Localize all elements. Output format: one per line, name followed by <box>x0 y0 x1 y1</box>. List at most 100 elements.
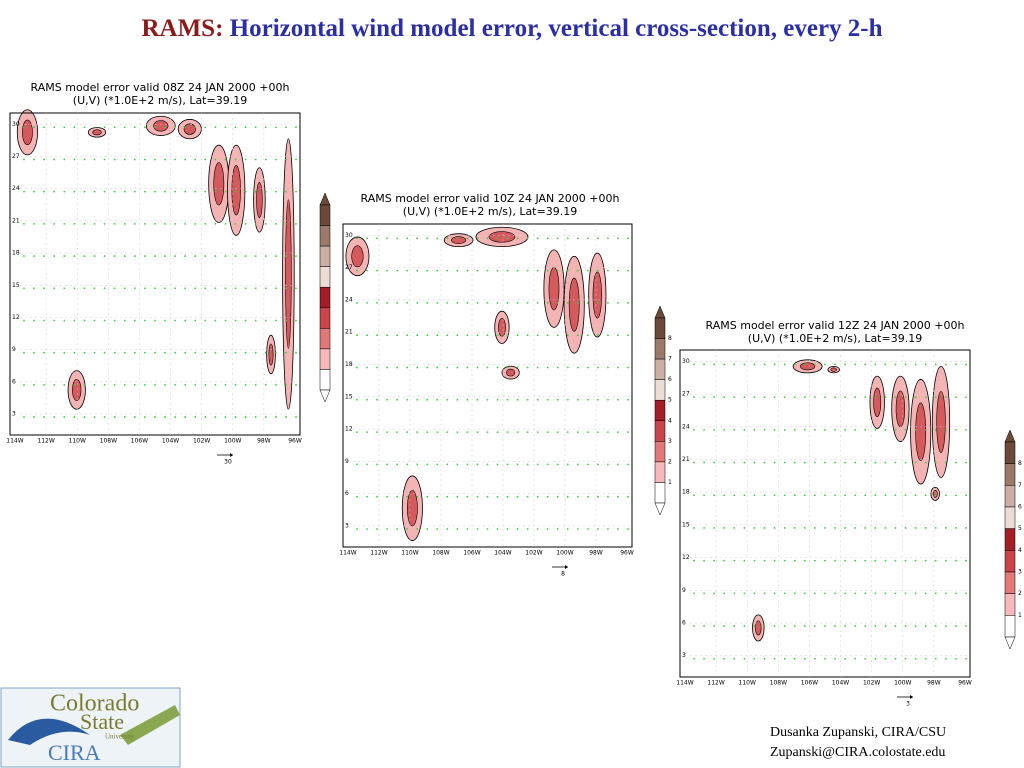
wind-vector <box>496 495 499 498</box>
wind-vector <box>53 158 56 161</box>
y-tick-label: 3 <box>682 652 686 659</box>
wind-vector <box>773 461 776 464</box>
wind-vector <box>753 428 756 431</box>
y-tick-label: 30 <box>682 358 690 365</box>
wind-vector <box>723 592 726 595</box>
wind-vector <box>63 319 66 322</box>
wind-vector <box>864 657 867 660</box>
wind-vector <box>436 269 439 272</box>
colorbar-cell <box>1004 485 1016 508</box>
wind-vector <box>295 351 297 354</box>
wind-vector <box>546 366 549 369</box>
wind-vector <box>154 416 156 418</box>
wind-vector <box>386 495 389 498</box>
wind-vector <box>944 625 947 627</box>
colorbar-cell <box>654 358 666 380</box>
wind-vector <box>793 494 796 497</box>
wind-vector <box>53 319 56 322</box>
wind-vector <box>93 319 96 322</box>
wind-vector <box>63 383 66 386</box>
wind-vector <box>874 592 877 595</box>
wind-vector <box>783 527 786 529</box>
wind-vector <box>884 461 887 464</box>
wind-vector <box>154 190 156 193</box>
wind-vector <box>703 592 705 595</box>
wind-vector <box>274 190 277 193</box>
wind-vector <box>406 463 409 466</box>
wind-vector <box>396 302 399 304</box>
wind-vector <box>214 255 217 257</box>
wind-vector <box>803 527 806 529</box>
wind-vector <box>53 222 56 225</box>
wind-vector <box>894 461 897 464</box>
wind-vector <box>586 269 589 272</box>
wind-vector <box>576 495 579 498</box>
wind-vector <box>214 222 217 225</box>
wind-vector <box>184 383 187 386</box>
wind-vector <box>834 363 836 366</box>
wind-vector <box>33 158 35 161</box>
wind-vector <box>884 396 887 399</box>
x-tick-label: 110W <box>739 680 756 687</box>
panel-header: (U,V) (*1.0E+2 m/s), Lat=39.19 <box>73 94 247 107</box>
wind-vector <box>546 431 549 434</box>
wind-vector <box>773 592 776 595</box>
wind-vector <box>446 237 449 240</box>
wind-vector <box>516 495 519 498</box>
wind-vector <box>824 657 826 660</box>
wind-vector <box>713 559 716 562</box>
wind-vector <box>436 366 439 369</box>
wind-vector <box>703 559 705 562</box>
logo-text: State <box>80 709 124 734</box>
wind-vector <box>783 461 786 464</box>
wind-vector <box>834 657 836 660</box>
wind-vector <box>396 431 399 434</box>
wind-vector <box>406 431 409 434</box>
wind-vector <box>33 190 35 193</box>
wind-vector <box>723 657 726 660</box>
y-tick-label: 12 <box>682 554 690 561</box>
wind-vector <box>254 255 257 257</box>
wind-vector <box>713 592 716 595</box>
wind-vector <box>204 126 207 129</box>
wind-vector <box>617 237 619 240</box>
wind-vector <box>254 351 257 354</box>
wind-vector <box>214 351 217 354</box>
contour <box>351 245 364 268</box>
wind-vector <box>834 592 836 595</box>
wind-vector <box>944 592 947 595</box>
wind-vector <box>194 287 197 290</box>
y-tick-label: 27 <box>682 391 690 398</box>
wind-vector <box>904 396 907 399</box>
wind-vector <box>386 431 389 434</box>
wind-vector <box>904 592 907 595</box>
wind-vector <box>194 351 197 354</box>
wind-vector <box>733 527 736 529</box>
wind-vector <box>617 398 619 401</box>
wind-vector <box>713 527 716 529</box>
wind-vector <box>743 527 746 529</box>
wind-vector <box>416 431 419 434</box>
wind-vector <box>123 287 126 290</box>
wind-vector <box>366 431 368 434</box>
wind-vector <box>854 396 857 399</box>
colorbar-label: 7 <box>668 356 672 363</box>
wind-vector <box>617 528 619 530</box>
wind-vector <box>386 269 389 272</box>
wind-vector <box>33 351 35 354</box>
wind-vector <box>23 158 25 161</box>
wind-vector <box>466 528 469 530</box>
wind-vector <box>174 383 177 386</box>
contour <box>755 620 762 636</box>
wind-vector <box>904 625 907 627</box>
wind-vector <box>244 190 247 193</box>
wind-vector <box>143 351 146 354</box>
wind-vector <box>366 398 368 401</box>
colorbar-cap <box>319 192 331 206</box>
wind-vector <box>356 237 358 240</box>
wind-vector <box>396 366 399 369</box>
wind-vector <box>285 287 287 290</box>
wind-vector <box>386 398 389 401</box>
wind-vector <box>133 287 136 290</box>
wind-vector <box>123 255 126 257</box>
